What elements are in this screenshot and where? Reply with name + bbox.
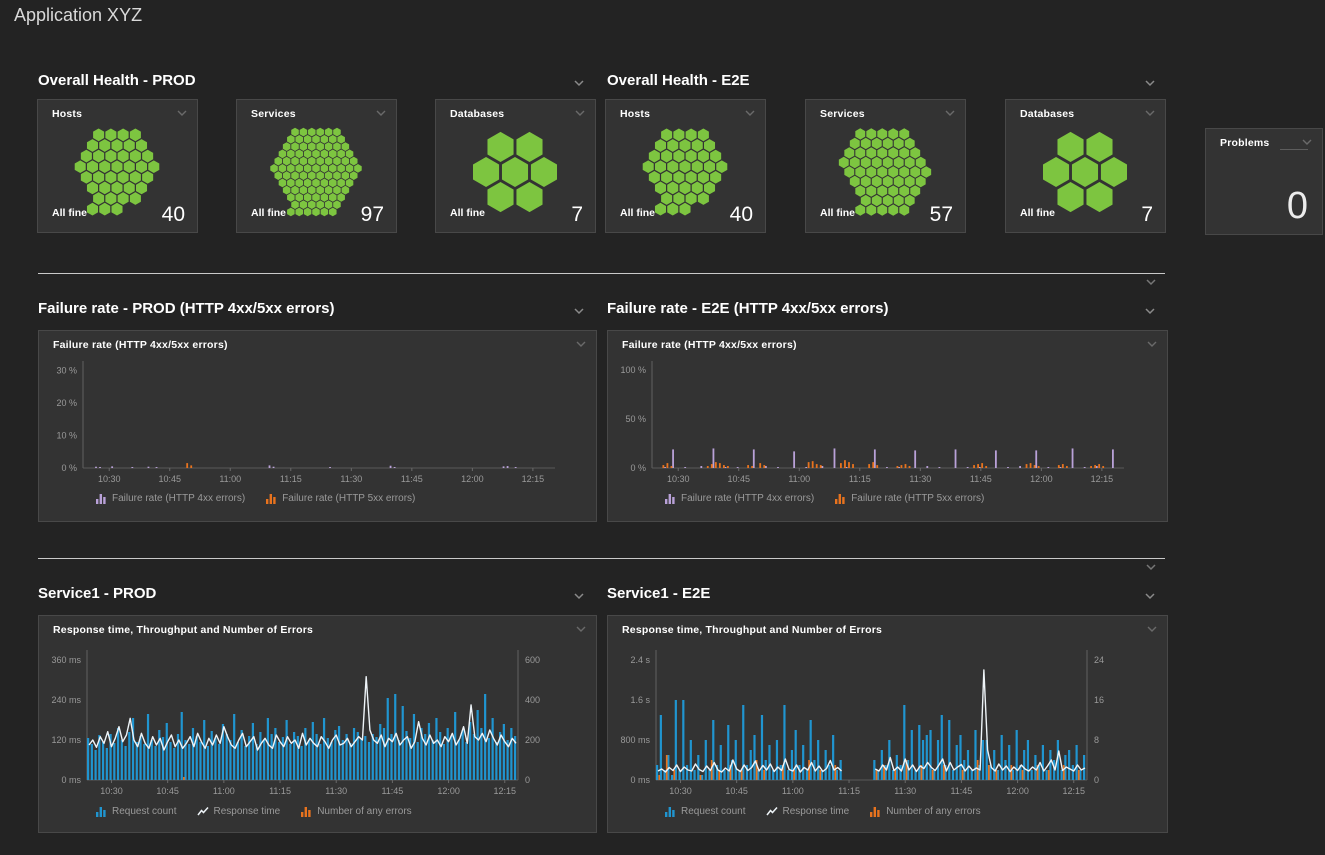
svg-text:30 %: 30 %: [56, 365, 77, 375]
svg-text:12:15: 12:15: [522, 474, 545, 484]
chevron-down-icon[interactable]: [572, 306, 586, 316]
svg-text:10:45: 10:45: [727, 474, 750, 484]
svg-text:100 %: 100 %: [620, 365, 646, 375]
health-tile-hosts-e2e[interactable]: Hosts All fine 40: [605, 99, 766, 233]
problems-tile[interactable]: Problems 0: [1205, 128, 1323, 235]
svg-text:240 ms: 240 ms: [51, 695, 81, 705]
svg-text:11:00: 11:00: [782, 786, 804, 796]
chevron-down-icon[interactable]: [1143, 306, 1157, 316]
svg-text:10:30: 10:30: [669, 786, 692, 796]
svg-text:24: 24: [1094, 655, 1104, 665]
dashboard-title: Application XYZ: [14, 5, 142, 26]
svg-text:11:15: 11:15: [280, 474, 302, 484]
section-header-overall-health-prod: Overall Health - PROD: [38, 72, 196, 89]
section-header-failure-e2e: Failure rate - E2E (HTTP 4xx/5xx errors): [607, 300, 889, 317]
svg-text:10 %: 10 %: [56, 430, 77, 440]
section-header-failure-prod: Failure rate - PROD (HTTP 4xx/5xx errors…: [38, 300, 335, 317]
chevron-down-icon[interactable]: [1143, 78, 1157, 88]
svg-text:12:00: 12:00: [437, 786, 460, 796]
svg-text:11:00: 11:00: [788, 474, 810, 484]
service1-prod-chart-tile[interactable]: Response time, Throughput and Number of …: [38, 615, 597, 833]
svg-text:0 ms: 0 ms: [630, 775, 650, 785]
chevron-down-icon[interactable]: [1144, 562, 1158, 572]
svg-text:11:00: 11:00: [213, 786, 235, 796]
tile-title: Problems: [1220, 137, 1269, 149]
health-tile-hosts-prod[interactable]: Hosts All fine 40: [37, 99, 198, 233]
health-tile-databases-e2e[interactable]: Databases All fine 7: [1005, 99, 1166, 233]
health-tile-services-prod[interactable]: Services All fine 97: [236, 99, 397, 233]
svg-text:400: 400: [525, 695, 540, 705]
honeycomb-svg: [38, 100, 197, 232]
svg-text:11:30: 11:30: [894, 786, 916, 796]
failure-rate-e2e-tile[interactable]: Failure rate (HTTP 4xx/5xx errors) Failu…: [607, 330, 1168, 522]
health-tile-services-e2e[interactable]: Services All fine 57: [805, 99, 966, 233]
svg-text:11:45: 11:45: [401, 474, 423, 484]
svg-text:600: 600: [525, 655, 540, 665]
failure-rate-prod-tile[interactable]: Failure rate (HTTP 4xx/5xx errors) Failu…: [38, 330, 597, 522]
problems-trend-placeholder: [1280, 149, 1308, 150]
chevron-down-icon[interactable]: [1301, 138, 1313, 146]
svg-text:1.6 s: 1.6 s: [630, 695, 650, 705]
svg-text:200: 200: [525, 735, 540, 745]
section-header-service1-prod: Service1 - PROD: [38, 585, 156, 602]
svg-text:2.4 s: 2.4 s: [630, 655, 650, 665]
svg-text:11:45: 11:45: [950, 786, 972, 796]
chart-plot[interactable]: 360 ms 240 ms 120 ms 0 ms 600 400 200 0 10:30 10:…: [39, 616, 594, 830]
service1-e2e-chart-tile[interactable]: Response time, Throughput and Number of …: [607, 615, 1168, 833]
svg-text:11:00: 11:00: [219, 474, 241, 484]
svg-text:12:15: 12:15: [493, 786, 516, 796]
section-header-overall-health-e2e: Overall Health - E2E: [607, 72, 750, 89]
honeycomb-svg: [806, 100, 965, 232]
svg-text:0 ms: 0 ms: [61, 775, 81, 785]
problems-count: 0: [1287, 185, 1308, 228]
svg-text:12:00: 12:00: [1006, 786, 1029, 796]
honeycomb-svg: [237, 100, 396, 232]
health-tile-databases-prod[interactable]: Databases All fine 7: [435, 99, 596, 233]
honeycomb-svg: [1006, 100, 1165, 232]
chevron-down-icon[interactable]: [1143, 591, 1157, 601]
section-header-service1-e2e: Service1 - E2E: [607, 585, 710, 602]
svg-text:10:45: 10:45: [158, 474, 181, 484]
chevron-down-icon[interactable]: [1144, 277, 1158, 287]
svg-text:11:45: 11:45: [970, 474, 992, 484]
svg-text:10:30: 10:30: [98, 474, 121, 484]
honeycomb-svg: [606, 100, 765, 232]
svg-text:800 ms: 800 ms: [620, 735, 650, 745]
svg-text:11:15: 11:15: [849, 474, 871, 484]
svg-text:12:00: 12:00: [1030, 474, 1053, 484]
svg-text:20 %: 20 %: [56, 398, 77, 408]
svg-text:8: 8: [1094, 735, 1099, 745]
section-divider: [38, 273, 1165, 274]
chart-plot[interactable]: 2.4 s 1.6 s 800 ms 0 ms 24 16 8 0 10:30 10:45 11:0…: [608, 616, 1165, 830]
svg-text:0: 0: [525, 775, 530, 785]
chevron-down-icon[interactable]: [572, 591, 586, 601]
svg-text:16: 16: [1094, 695, 1104, 705]
svg-text:11:30: 11:30: [340, 474, 362, 484]
svg-text:11:45: 11:45: [381, 786, 403, 796]
svg-text:11:30: 11:30: [325, 786, 347, 796]
svg-text:50 %: 50 %: [625, 414, 646, 424]
svg-text:12:00: 12:00: [461, 474, 484, 484]
svg-text:10:30: 10:30: [667, 474, 690, 484]
chart-plot[interactable]: 100 % 50 % 0 % 10:30 10:45 11:00 11:15 11:30 11:…: [608, 331, 1165, 519]
svg-text:11:30: 11:30: [909, 474, 931, 484]
svg-text:11:15: 11:15: [269, 786, 291, 796]
svg-text:10:30: 10:30: [100, 786, 123, 796]
chevron-down-icon[interactable]: [572, 78, 586, 88]
svg-text:0 %: 0 %: [630, 463, 646, 473]
svg-text:120 ms: 120 ms: [51, 735, 81, 745]
section-divider: [38, 558, 1165, 559]
svg-text:12:15: 12:15: [1091, 474, 1114, 484]
svg-text:11:15: 11:15: [838, 786, 860, 796]
svg-text:0 %: 0 %: [61, 463, 77, 473]
dashboard: Application XYZ Overall Health - PROD Ov…: [0, 0, 1325, 855]
svg-text:10:45: 10:45: [725, 786, 748, 796]
svg-text:12:15: 12:15: [1062, 786, 1085, 796]
honeycomb-svg: [436, 100, 595, 232]
svg-text:0: 0: [1094, 775, 1099, 785]
svg-text:360 ms: 360 ms: [51, 655, 81, 665]
chart-plot[interactable]: 30 % 20 % 10 % 0 % 10:30 10:45 11:00 11:15 11:30…: [39, 331, 594, 519]
svg-text:10:45: 10:45: [156, 786, 179, 796]
